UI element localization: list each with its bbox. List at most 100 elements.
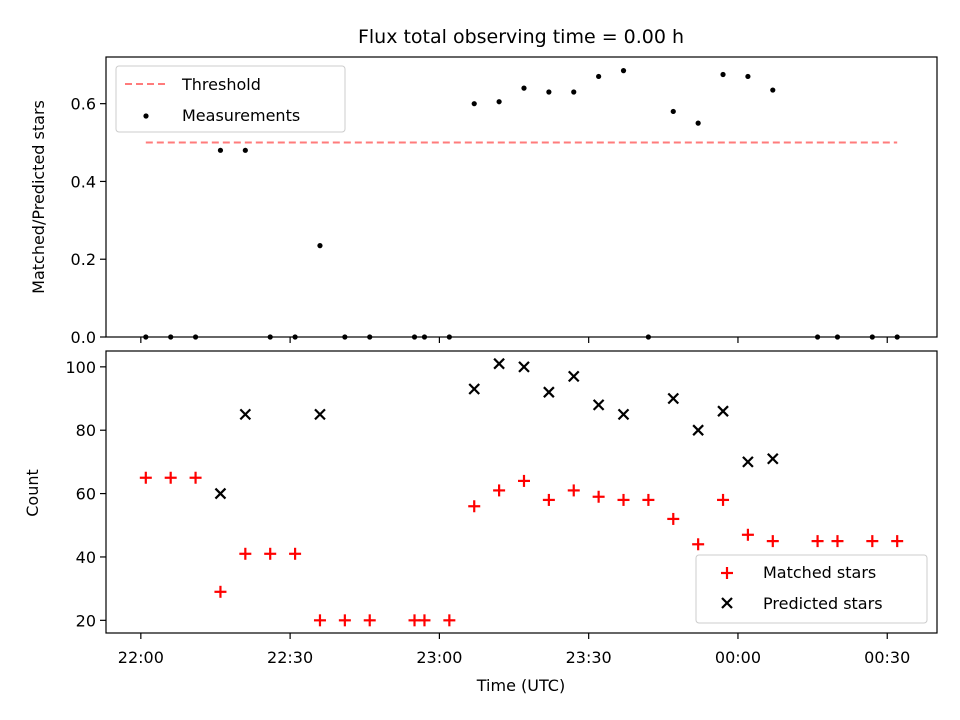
x-tick-label: 00:30 xyxy=(864,648,910,667)
bottom-x-ticks: 22:00 22:30 23:00 23:30 00:00 00:30 xyxy=(118,633,910,667)
predicted-star-point xyxy=(692,424,704,436)
legend-matched-swatch xyxy=(721,567,733,579)
matched-star-point xyxy=(418,614,431,627)
top-legend: Threshold Measurements xyxy=(115,65,346,133)
x-axis-label: Time (UTC) xyxy=(476,676,565,695)
predicted-star-point xyxy=(717,405,729,417)
top-panel: 0.0 0.2 0.4 0.6 Matched/Predicted stars Thr… xyxy=(29,56,938,347)
y-tick-label: 80 xyxy=(76,421,96,440)
measurement-point xyxy=(745,73,751,80)
predicted-star-point xyxy=(314,408,326,421)
top-legend-box xyxy=(115,65,346,133)
measurement-point xyxy=(620,68,627,74)
matched-star-point xyxy=(443,614,456,627)
x-tick-label: 00:00 xyxy=(715,648,761,667)
matched-star-point xyxy=(313,614,326,627)
legend-measurements-swatch xyxy=(143,113,149,119)
predicted-star-point xyxy=(592,399,605,411)
legend-threshold-label: Threshold xyxy=(181,75,261,94)
y-tick-label: 0.6 xyxy=(71,95,96,114)
matched-star-point xyxy=(517,474,530,487)
predicted-star-point xyxy=(667,392,680,405)
matched-star-point xyxy=(139,471,152,484)
matched-star-point xyxy=(741,528,754,541)
predicted-stars-series xyxy=(214,357,779,500)
matched-star-point xyxy=(567,484,580,497)
measurement-point xyxy=(546,89,552,95)
x-tick-label: 22:30 xyxy=(267,648,313,667)
matched-stars-series xyxy=(139,471,904,627)
x-tick-label: 23:30 xyxy=(566,648,612,667)
predicted-star-point xyxy=(518,361,530,373)
x-tick-label: 23:00 xyxy=(416,648,462,667)
chart-title: Flux total observing time = 0.00 h xyxy=(358,26,684,48)
bottom-plot-frame xyxy=(105,350,938,634)
y-tick-label: 40 xyxy=(76,548,96,567)
measurement-point xyxy=(521,85,527,91)
matched-star-point xyxy=(363,614,376,627)
predicted-star-point xyxy=(543,386,555,398)
measurement-point xyxy=(471,101,477,107)
matched-star-point xyxy=(811,535,824,548)
measurement-point xyxy=(496,99,502,105)
matched-star-point xyxy=(766,535,779,548)
matched-star-point xyxy=(264,547,277,560)
matched-star-point xyxy=(831,535,844,548)
matched-star-point xyxy=(493,484,506,497)
y-tick-label: 0.2 xyxy=(71,250,96,269)
legend-matched-label: Matched stars xyxy=(763,563,876,582)
predicted-star-point xyxy=(239,408,252,421)
measurement-point xyxy=(695,120,701,126)
y-tick-label: 0.4 xyxy=(71,172,96,191)
bottom-y-ticks: 20 40 60 80 100 xyxy=(65,358,106,630)
bottom-panel: 20 40 60 80 100 22:00 22:30 23:00 23:30 00:00 00:… xyxy=(23,350,938,695)
matched-star-point xyxy=(289,547,302,560)
y-tick-label: 20 xyxy=(76,611,96,630)
measurement-point xyxy=(596,73,602,80)
measurement-point xyxy=(770,87,776,93)
y-tick-label: 60 xyxy=(76,485,96,504)
top-y-axis-label: Matched/Predicted stars xyxy=(29,100,48,294)
top-plot-frame xyxy=(105,56,938,338)
predicted-star-point xyxy=(567,370,580,383)
matched-star-point xyxy=(717,493,730,506)
matched-star-point xyxy=(866,535,879,548)
matched-star-point xyxy=(214,585,227,598)
top-y-ticks: 0.0 0.2 0.4 0.6 xyxy=(71,95,106,347)
measurement-point xyxy=(242,147,248,153)
matched-star-point xyxy=(617,493,630,506)
predicted-star-point xyxy=(742,456,754,468)
legend-predicted-swatch xyxy=(721,597,733,609)
x-tick-label: 22:00 xyxy=(118,648,164,667)
measurement-point xyxy=(317,243,323,249)
matched-star-point xyxy=(468,500,481,513)
predicted-star-point xyxy=(493,357,505,370)
matched-star-point xyxy=(667,512,680,525)
predicted-star-point xyxy=(767,452,779,465)
top-x-ticks xyxy=(140,337,888,343)
y-tick-label: 100 xyxy=(65,358,96,377)
matched-star-point xyxy=(692,538,705,551)
predicted-star-point xyxy=(214,487,227,500)
matched-star-point xyxy=(164,471,177,484)
bottom-legend: Matched stars Predicted stars xyxy=(695,554,928,624)
predicted-star-point xyxy=(617,408,630,421)
matched-star-point xyxy=(642,493,655,506)
matched-star-point xyxy=(592,490,605,503)
predicted-star-point xyxy=(468,383,481,395)
matched-star-point xyxy=(891,535,904,548)
measurement-point xyxy=(571,89,577,95)
measurement-point xyxy=(670,108,676,115)
bottom-legend-box xyxy=(695,554,928,624)
matched-star-point xyxy=(189,471,202,484)
y-tick-label: 0.0 xyxy=(71,328,96,347)
matched-star-point xyxy=(338,614,351,627)
bottom-y-axis-label: Count xyxy=(23,469,42,517)
legend-predicted-label: Predicted stars xyxy=(763,594,883,613)
matched-star-point xyxy=(239,547,252,560)
measurement-point xyxy=(217,147,224,153)
legend-measurements-label: Measurements xyxy=(182,106,300,125)
matched-star-point xyxy=(542,493,555,506)
measurement-point xyxy=(720,71,726,78)
